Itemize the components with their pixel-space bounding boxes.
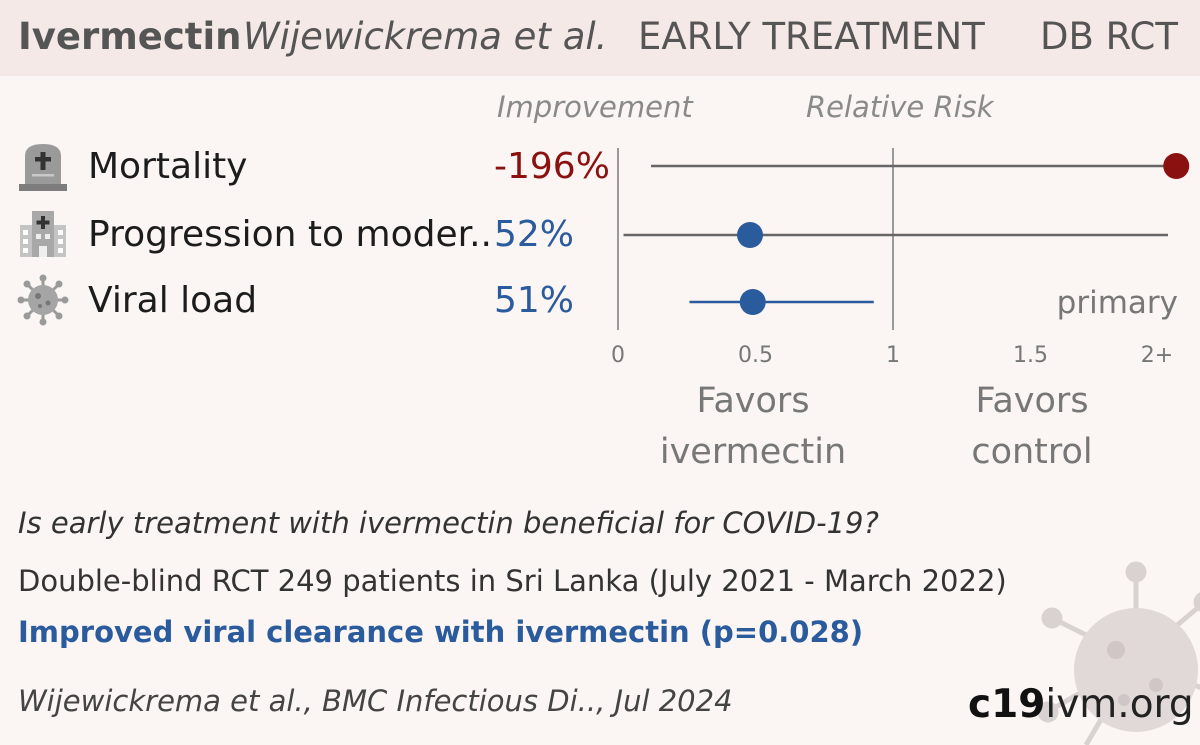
x-tick-label: 1.5 xyxy=(1013,343,1048,368)
favors-right-line2: control xyxy=(971,432,1092,472)
author-title: Wijewickrema et al. xyxy=(243,15,608,58)
x-tick-label: 0.5 xyxy=(738,343,773,368)
tombstone-icon xyxy=(19,144,67,191)
stage-label: EARLY TREATMENT xyxy=(638,15,985,58)
header-bar: Ivermectin Wijewickrema et al. EARLY TRE… xyxy=(0,0,1200,76)
point-estimate xyxy=(739,289,766,315)
row-label-viral-load: Viral load xyxy=(88,280,258,321)
hospital-icon xyxy=(20,211,66,257)
favors-left-line2: ivermectin xyxy=(660,432,846,472)
improvement-viral-load: 51% xyxy=(494,280,575,321)
improvement-mortality: -196% xyxy=(494,146,610,187)
study-question: Is early treatment with ivermectin benef… xyxy=(18,506,879,540)
primary-note: primary xyxy=(1057,285,1178,321)
virus-watermark-icon xyxy=(1037,561,1200,745)
improvement-column-header: Improvement xyxy=(497,90,693,124)
x-tick-label: 0 xyxy=(611,343,625,368)
favors-right-line1: Favors xyxy=(975,381,1088,421)
point-estimate xyxy=(737,222,763,248)
study-conclusion: Improved viral clearance with ivermectin… xyxy=(18,615,864,649)
x-tick-label: 2+ xyxy=(1141,343,1173,368)
study-design: Double-blind RCT 249 patients in Sri Lan… xyxy=(18,564,1007,598)
x-tick-label: 1 xyxy=(886,343,900,368)
citation: Wijewickrema et al., BMC Infectious Di..… xyxy=(18,684,733,718)
brand-rest: ivm.org xyxy=(1045,682,1194,727)
point-estimate xyxy=(1163,153,1190,179)
favors-left-line1: Favors xyxy=(696,381,809,421)
forest-plot: 0 0.5 1 1.5 2+ primary Favors ivermectin Favors c… xyxy=(611,148,1190,472)
improvement-progression: 52% xyxy=(494,214,575,255)
row-label-progression: Progression to moder.. xyxy=(88,214,492,255)
drug-title: Ivermectin xyxy=(18,15,242,58)
relative-risk-column-header: Relative Risk xyxy=(806,90,994,124)
virus-icon xyxy=(17,274,69,326)
brand-bold: c19 xyxy=(968,682,1046,727)
design-label: DB RCT xyxy=(1040,15,1178,58)
row-label-mortality: Mortality xyxy=(88,146,248,187)
brand-logo: c19ivm.org xyxy=(968,682,1194,727)
